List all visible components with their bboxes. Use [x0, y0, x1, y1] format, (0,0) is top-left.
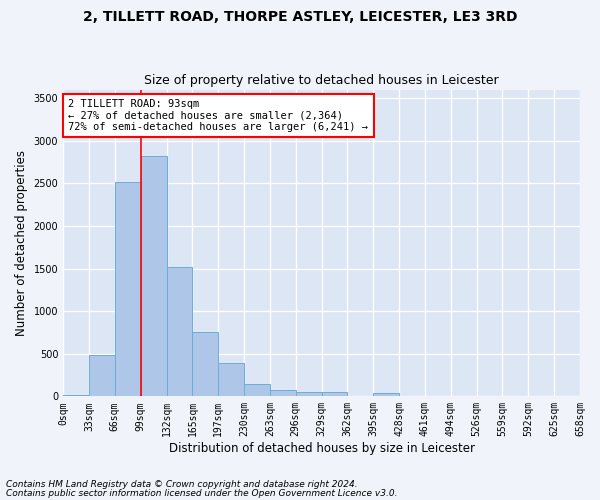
Bar	[193, 332, 218, 396]
Bar	[244, 384, 270, 396]
Text: 2, TILLETT ROAD, THORPE ASTLEY, LEICESTER, LE3 3RD: 2, TILLETT ROAD, THORPE ASTLEY, LEICESTE…	[83, 10, 517, 24]
Bar	[296, 392, 322, 396]
Bar	[89, 356, 115, 397]
Title: Size of property relative to detached houses in Leicester: Size of property relative to detached ho…	[144, 74, 499, 87]
Y-axis label: Number of detached properties: Number of detached properties	[15, 150, 28, 336]
Text: Contains HM Land Registry data © Crown copyright and database right 2024.: Contains HM Land Registry data © Crown c…	[6, 480, 358, 489]
Text: 2 TILLETT ROAD: 93sqm
← 27% of detached houses are smaller (2,364)
72% of semi-d: 2 TILLETT ROAD: 93sqm ← 27% of detached …	[68, 99, 368, 132]
X-axis label: Distribution of detached houses by size in Leicester: Distribution of detached houses by size …	[169, 442, 475, 455]
Bar	[322, 392, 347, 396]
Text: Contains public sector information licensed under the Open Government Licence v3: Contains public sector information licen…	[6, 489, 398, 498]
Bar	[373, 394, 399, 396]
Bar	[63, 394, 89, 396]
Bar	[167, 267, 193, 396]
Bar	[218, 363, 244, 396]
Bar	[140, 156, 167, 396]
Bar	[115, 182, 140, 396]
Bar	[270, 390, 296, 396]
